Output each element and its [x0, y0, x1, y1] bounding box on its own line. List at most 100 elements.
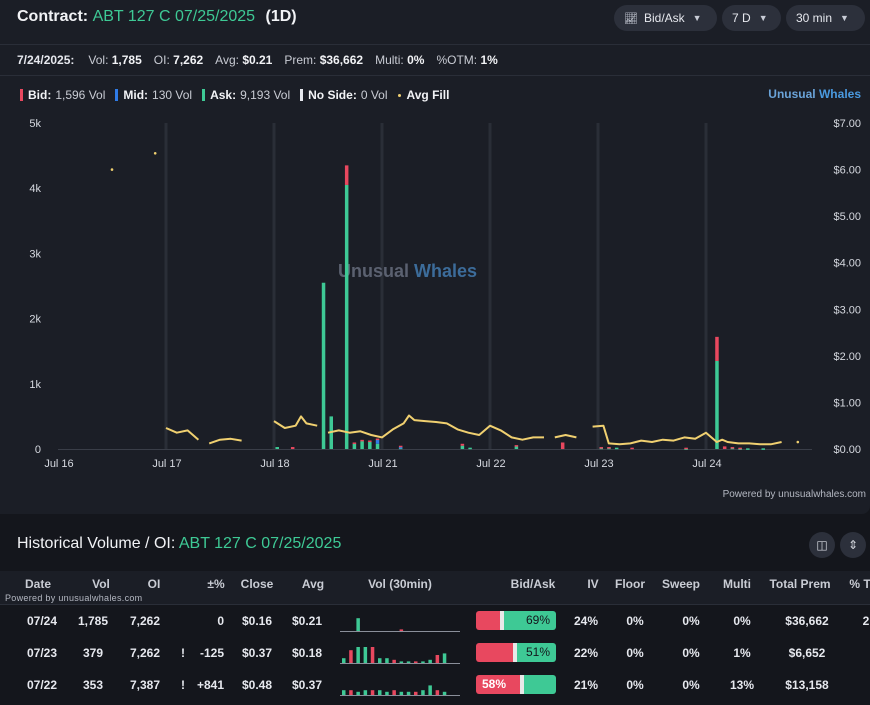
column-header-pct-t[interactable]: % T [849, 577, 870, 591]
bid-ask-percent: 69% [525, 613, 550, 627]
y-right-tick-label: $7.00 [833, 118, 861, 130]
bid-ask-divider [513, 643, 518, 662]
cell-oi: 7,387 [129, 678, 161, 692]
sparkline-bar [421, 661, 425, 663]
historical-table-header: Powered by unusualwhales.com Date Vol OI ±%… [0, 571, 870, 605]
cell-iv: 21% [573, 678, 599, 692]
sparkline-bar [356, 647, 360, 663]
bid-swatch [20, 89, 23, 101]
y-right-tick-label: $3.00 [833, 304, 861, 316]
column-header-multi[interactable]: Multi [723, 577, 751, 591]
legend-no-side-value: 0 Vol [360, 88, 388, 102]
column-header-bid-ask[interactable]: Bid/Ask [510, 577, 556, 591]
table-row[interactable]: 07/23 379 7,262! -125 $0.37 $0.18 51% 22% 0% 0% 1%… [0, 637, 870, 669]
column-header-vol-30min[interactable]: Vol (30min) [368, 577, 432, 591]
cell-sweep: 0% [682, 646, 700, 660]
cell-total-prem: $13,158 [785, 678, 829, 692]
y-right-tick-label: $4.00 [833, 258, 861, 270]
stats-oi-label: OI: [153, 53, 170, 67]
bid-portion [476, 675, 521, 694]
cell-multi: 0% [733, 614, 751, 628]
historical-title: Historical Volume / OI: ABT 127 C 07/25/… [17, 535, 341, 553]
legend-ask[interactable]: Ask: 9,193 Vol [202, 88, 290, 102]
bid-volume-bar [398, 445, 403, 448]
cell-date: 07/24 [26, 614, 58, 628]
stats-oi-value: 7,262 [173, 53, 204, 67]
bid-ask-percent: 58% [482, 677, 507, 691]
stats-vol-value: 1,785 [111, 53, 142, 67]
sparkline-bar [385, 691, 389, 695]
legend-no-side[interactable]: No Side: 0 Vol [300, 88, 388, 102]
brand-logo[interactable]: Unusual Whales [768, 87, 861, 101]
cell-total-prem: $36,662 [785, 614, 829, 628]
mid-swatch [115, 89, 119, 101]
x-tick-label: Jul 23 [584, 458, 613, 470]
column-header-oi[interactable]: OI [147, 577, 161, 591]
y-left-tick-label: 2k [29, 314, 41, 326]
stats-multi: Multi: 0% [375, 53, 424, 67]
volume-chart[interactable]: Unusual Whales 0 1k 2k 3k 4k 5k $0.00 $1.00 $2.00… [0, 110, 870, 480]
legend-bid[interactable]: Bid: 1,596 Vol [20, 88, 105, 102]
sparkline-bar [414, 691, 418, 695]
sparkline-bar [428, 659, 432, 663]
bid-ask-dropdown[interactable]: 📈︎ Bid/Ask ▼ [614, 5, 717, 31]
avg-fill-point [110, 168, 114, 171]
cell-avg: $0.21 [291, 614, 323, 628]
sparkline-bar [378, 690, 382, 695]
ask-portion [524, 675, 556, 694]
x-tick-label: Jul 22 [476, 458, 505, 470]
sparkline-bar [399, 661, 404, 663]
legend-avg-fill[interactable]: Avg Fill [397, 88, 454, 102]
stats-multi-value: 0% [407, 53, 425, 67]
table-row[interactable]: 07/24 1,785 7,262 0 $0.16 $0.21 69% 24% 0% 0% 0% $3… [0, 605, 870, 637]
x-tick-label: Jul 16 [44, 458, 73, 470]
column-header-close[interactable]: Close [240, 577, 274, 591]
avg-fill-line [273, 415, 318, 429]
column-header-avg[interactable]: Avg [301, 577, 325, 591]
y-left-tick-label: 3k [29, 248, 41, 260]
stats-prem: Prem: $36,662 [284, 53, 363, 67]
legend-mid[interactable]: Mid: 130 Vol [115, 88, 192, 102]
cell-warning-flag: ! [181, 678, 185, 692]
day-separator [704, 123, 708, 449]
column-header-vol[interactable]: Vol [92, 577, 110, 591]
sparkline-bar [421, 690, 425, 695]
cell-date: 07/22 [26, 678, 58, 692]
y-right-tick-label: $5.00 [833, 211, 861, 223]
sparkline-bar [356, 691, 360, 695]
bid-volume-bar [630, 447, 634, 450]
sparkline-bar [342, 690, 346, 695]
bid-volume-bar [560, 442, 565, 449]
sparkline-bar [342, 658, 346, 663]
ask-volume-bar [460, 445, 465, 449]
columns-toggle-button[interactable]: ◫ [809, 532, 835, 558]
column-header-total-prem[interactable]: Total Prem [769, 577, 831, 591]
column-header-floor[interactable]: Floor [615, 577, 645, 591]
cell-close: $0.37 [241, 646, 273, 660]
cell-avg: $0.18 [291, 646, 323, 660]
powered-by-label: Powered by unusualwhales.com [722, 489, 866, 500]
chevron-down-icon: ▼ [692, 13, 702, 23]
column-header-iv[interactable]: IV [587, 577, 599, 591]
sparkline-bar [378, 658, 382, 663]
expand-collapse-button[interactable]: ⇕ [840, 532, 866, 558]
sparkline-bar [435, 655, 440, 663]
column-header-sweep[interactable]: Sweep [661, 577, 701, 591]
ask-portion [517, 643, 556, 662]
stats-avg-value: $0.21 [242, 53, 273, 67]
bid-volume-bar [360, 439, 364, 442]
stats-prem-value: $36,662 [319, 53, 364, 67]
sparkline-bar [406, 661, 411, 663]
table-row[interactable]: 07/22 353 7,387! +841 $0.48 $0.37 58% 21% 0% 0% 13… [0, 669, 870, 701]
column-header-change[interactable]: ±% [207, 577, 225, 591]
sparkline-bar [356, 618, 360, 631]
day-separator [596, 123, 600, 449]
ask-swatch [202, 89, 206, 101]
bid-portion [476, 611, 500, 630]
range-dropdown[interactable]: 7 D ▼ [722, 5, 781, 31]
watermark-part-a: Unusual [338, 261, 409, 281]
bid-ask-dropdown-label: Bid/Ask [643, 11, 685, 25]
powered-by-small: Powered by unusualwhales.com [5, 593, 143, 603]
interval-dropdown[interactable]: 30 min ▼ [786, 5, 865, 31]
column-header-date[interactable]: Date [24, 577, 52, 591]
